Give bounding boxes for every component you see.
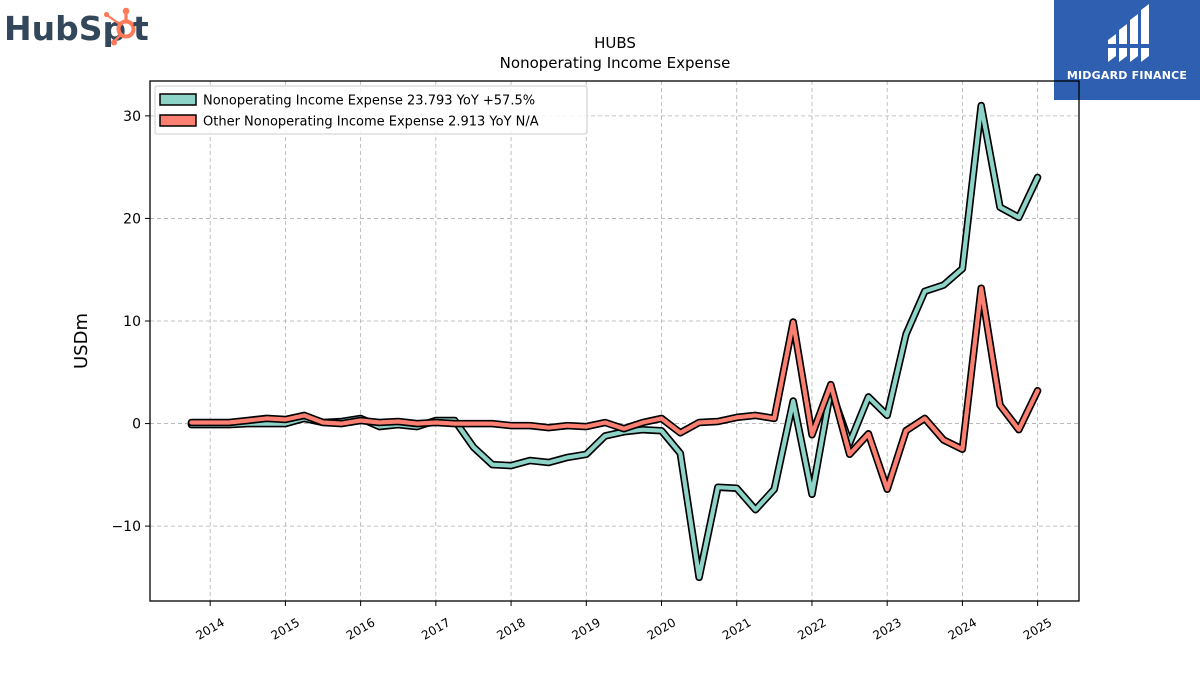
- x-tick-label: 2021: [720, 615, 753, 642]
- y-tick-label: −10: [111, 519, 141, 535]
- chart-subtitle: Nonoperating Income Expense: [500, 54, 731, 72]
- x-tick-label: 2019: [570, 615, 603, 642]
- series-layer: [187, 101, 1042, 582]
- midgard-brand-text: MIDGARD FINANCE: [1066, 69, 1188, 82]
- x-tick-label: 2023: [870, 615, 903, 642]
- y-tick-label: 20: [123, 211, 141, 227]
- hubspot-sprocket-icon: [103, 7, 136, 46]
- hubspot-logo: HubSp t: [4, 7, 149, 48]
- y-axis: −10 0 10 20 30: [111, 109, 150, 535]
- x-tick-label: 2017: [419, 615, 452, 642]
- y-axis-label: USDm: [71, 313, 92, 369]
- chart-title: HUBS: [594, 34, 636, 52]
- series-line-2: [189, 286, 1040, 492]
- series-outline-1: [187, 101, 1042, 582]
- x-tick-label: 2025: [1021, 615, 1054, 642]
- x-axis: 2014 2015 2016 2017 2018 2019 2020 2021 2022 2023…: [193, 601, 1054, 643]
- y-tick-label: 0: [132, 417, 141, 433]
- legend: Nonoperating Income Expense 23.793 YoY +…: [154, 85, 588, 135]
- y-tick-label: 30: [123, 109, 141, 125]
- x-tick-label: 2014: [193, 615, 226, 642]
- legend-swatch-2: [159, 114, 197, 127]
- grid: [150, 81, 1079, 601]
- legend-swatch-1: [159, 93, 197, 106]
- plot-frame: [149, 80, 1080, 602]
- x-tick-label: 2018: [494, 615, 527, 642]
- legend-box: [154, 85, 588, 135]
- legend-entry-2: Other Nonoperating Income Expense 2.913 …: [203, 115, 539, 130]
- series-line-1: [189, 103, 1040, 580]
- y-tick-label: 10: [123, 314, 141, 330]
- x-tick-label: 2024: [946, 615, 979, 642]
- x-tick-label: 2016: [344, 615, 377, 642]
- midgard-emblem-icon: [1108, 4, 1149, 62]
- svg-text:t: t: [133, 9, 149, 48]
- midgard-finance-logo: MIDGARD FINANCE: [1054, 0, 1200, 100]
- x-tick-label: 2015: [269, 615, 302, 642]
- legend-entry-1: Nonoperating Income Expense 23.793 YoY +…: [203, 94, 535, 109]
- x-tick-label: 2020: [645, 615, 678, 642]
- x-tick-label: 2022: [795, 615, 828, 642]
